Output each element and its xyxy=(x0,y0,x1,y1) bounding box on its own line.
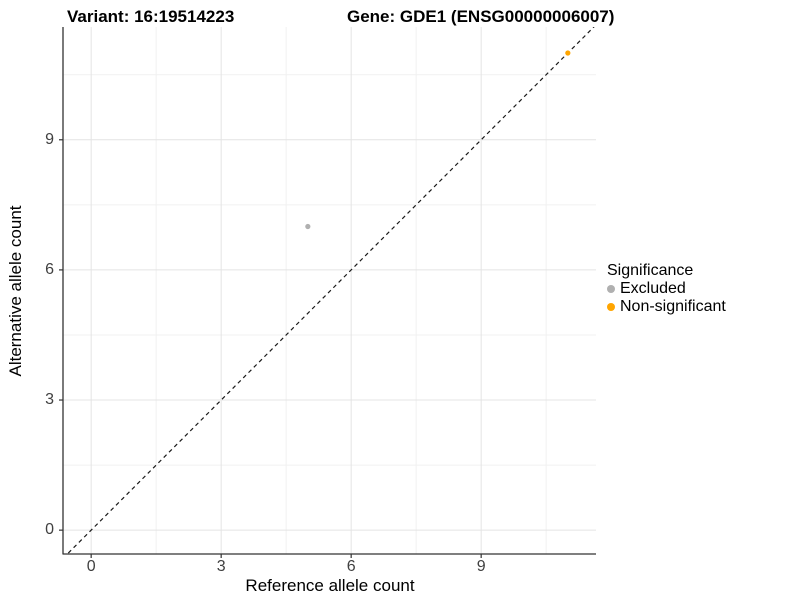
data-point-excluded xyxy=(305,223,311,230)
legend-item-excluded: Excluded xyxy=(607,280,726,298)
legend-item-non-significant: Non-significant xyxy=(607,298,726,316)
y-axis-title: Alternative allele count xyxy=(6,205,25,377)
legend-dot-icon xyxy=(607,285,615,293)
legend-item-label: Non-significant xyxy=(620,298,726,315)
plot-title-variant: Variant: 16:19514223 xyxy=(67,7,235,26)
y-tick-label: 0 xyxy=(45,521,54,539)
y-tick-label: 6 xyxy=(45,260,54,278)
legend: Significance Excluded Non-significant xyxy=(607,261,726,316)
x-tick-label: 3 xyxy=(216,558,226,575)
x-tick-label: 9 xyxy=(476,558,486,575)
legend-item-label: Excluded xyxy=(620,280,686,297)
x-tick-label: 6 xyxy=(346,558,356,575)
x-tick-label: 0 xyxy=(86,558,96,575)
y-tick-label: 3 xyxy=(45,391,54,409)
legend-title: Significance xyxy=(607,262,694,279)
y-tick-label: 9 xyxy=(45,130,54,148)
data-point-non-significant xyxy=(565,50,571,56)
legend-dot-icon xyxy=(607,303,615,311)
plot-title-gene: Gene: GDE1 (ENSG00000006007) xyxy=(347,7,615,26)
x-axis-title: Reference allele count xyxy=(245,576,415,595)
identity-line xyxy=(66,27,595,554)
legend-items: Excluded Non-significant xyxy=(607,280,726,316)
